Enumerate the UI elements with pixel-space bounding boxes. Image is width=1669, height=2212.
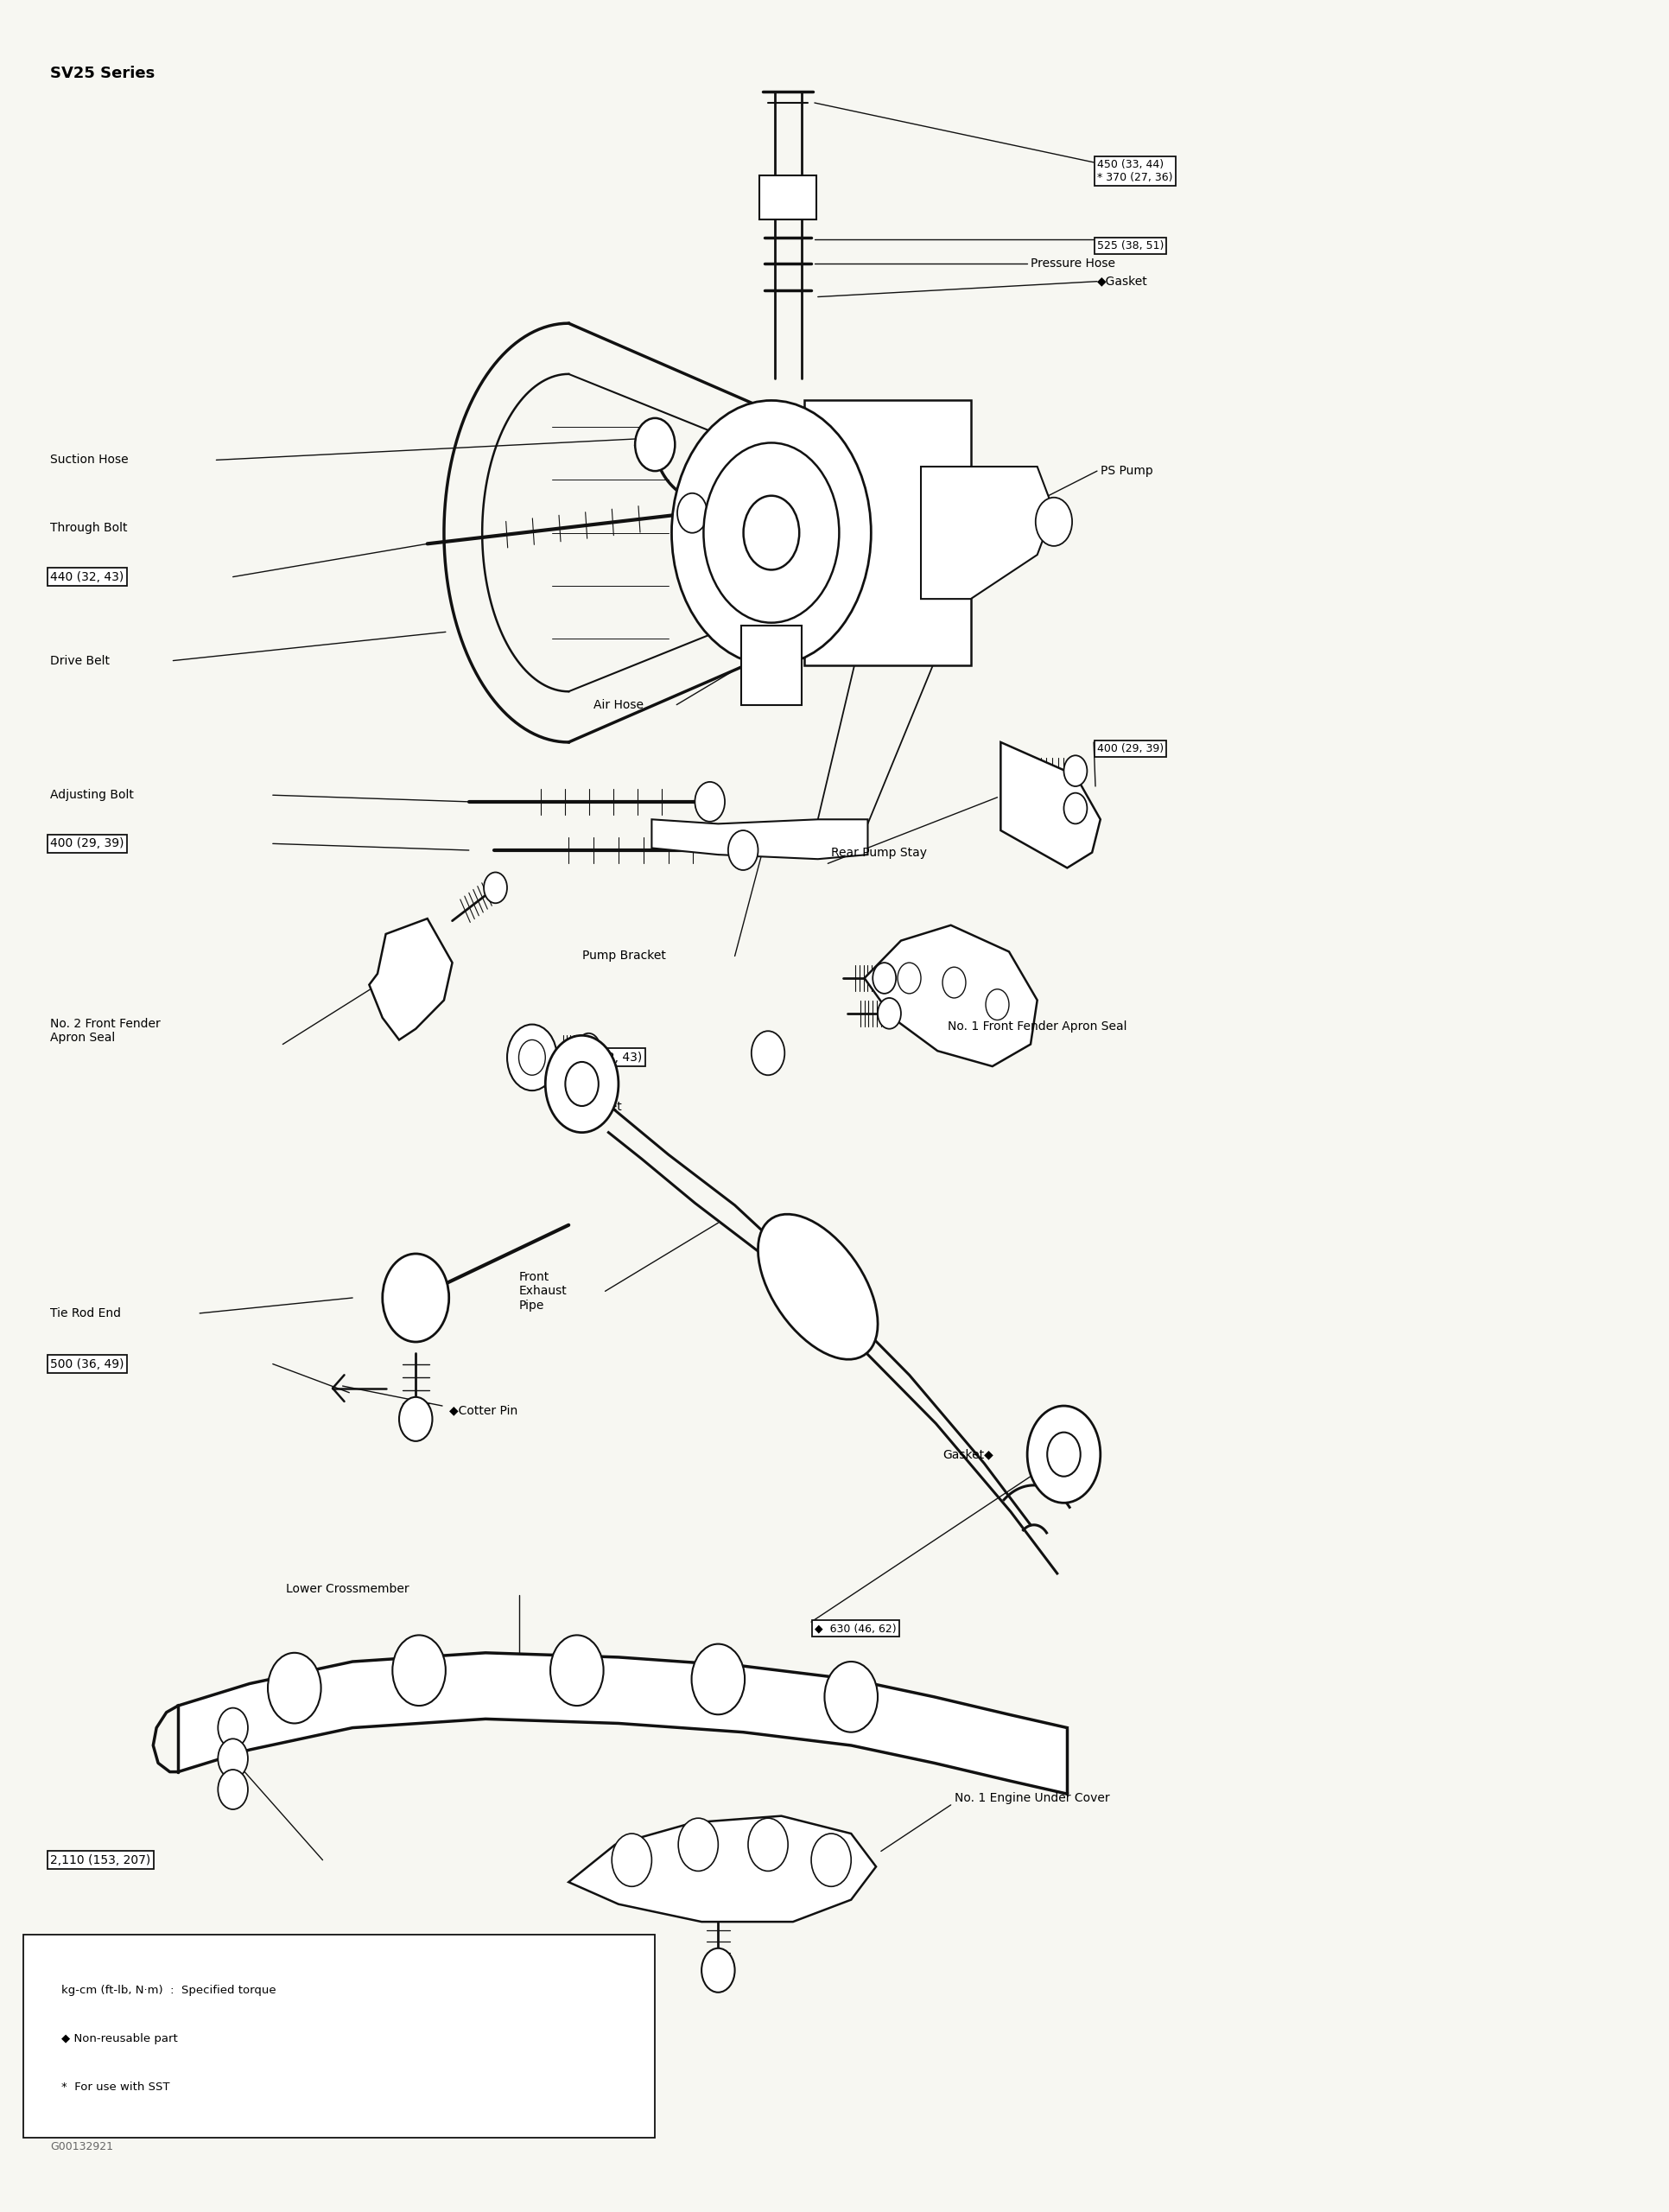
Polygon shape: [651, 818, 868, 858]
Circle shape: [551, 1635, 604, 1705]
Text: Through Bolt: Through Bolt: [50, 522, 127, 535]
Text: 525 (38, 51): 525 (38, 51): [1097, 241, 1163, 252]
FancyBboxPatch shape: [759, 175, 816, 219]
Circle shape: [943, 967, 966, 998]
Circle shape: [267, 1652, 320, 1723]
Circle shape: [878, 998, 901, 1029]
Polygon shape: [569, 1816, 876, 1922]
Polygon shape: [921, 467, 1053, 599]
Text: No. 2 Front Fender
Apron Seal: No. 2 Front Fender Apron Seal: [50, 1018, 160, 1044]
Circle shape: [701, 1949, 734, 1993]
Circle shape: [484, 872, 507, 902]
Circle shape: [694, 781, 724, 821]
Text: SV25 Series: SV25 Series: [50, 66, 155, 82]
Text: ◆Cotter Pin: ◆Cotter Pin: [449, 1405, 517, 1416]
Circle shape: [748, 1818, 788, 1871]
Circle shape: [219, 1708, 249, 1747]
Text: No. 1 Front Fender Apron Seal: No. 1 Front Fender Apron Seal: [948, 1020, 1127, 1033]
Circle shape: [399, 1398, 432, 1442]
Text: ◆ Non-reusable part: ◆ Non-reusable part: [62, 2033, 179, 2044]
Circle shape: [751, 1031, 784, 1075]
Circle shape: [1026, 1407, 1100, 1502]
Circle shape: [1035, 498, 1071, 546]
Circle shape: [743, 495, 799, 571]
Circle shape: [1063, 757, 1087, 785]
Circle shape: [219, 1739, 249, 1778]
Circle shape: [613, 1834, 651, 1887]
Circle shape: [811, 1834, 851, 1887]
Text: ◆Gasket: ◆Gasket: [1097, 274, 1148, 288]
Text: Gasket◆: Gasket◆: [943, 1449, 993, 1460]
FancyBboxPatch shape: [23, 1936, 654, 2137]
Circle shape: [519, 1040, 546, 1075]
Circle shape: [678, 1818, 718, 1871]
Text: 500 (36, 49): 500 (36, 49): [50, 1358, 124, 1369]
Text: G00132921: G00132921: [50, 2141, 113, 2152]
Circle shape: [507, 1024, 557, 1091]
Text: Rear Pump Stay: Rear Pump Stay: [831, 847, 926, 858]
Circle shape: [546, 1035, 619, 1133]
Circle shape: [219, 1770, 249, 1809]
Text: Tie Rod End: Tie Rod End: [50, 1307, 120, 1318]
Circle shape: [986, 989, 1010, 1020]
Text: No. 1 Engine Under Cover: No. 1 Engine Under Cover: [955, 1792, 1110, 1805]
Circle shape: [1046, 1433, 1080, 1475]
Text: 400 (29, 39): 400 (29, 39): [50, 838, 124, 849]
Circle shape: [566, 1062, 599, 1106]
Polygon shape: [804, 400, 971, 666]
Circle shape: [636, 418, 674, 471]
Circle shape: [704, 442, 840, 624]
Text: Lower Crossmember: Lower Crossmember: [285, 1584, 409, 1595]
Text: 450 (33, 44)
* 370 (27, 36): 450 (33, 44) * 370 (27, 36): [1097, 159, 1173, 184]
Text: PS Pump: PS Pump: [1100, 465, 1153, 478]
Text: Adjusting Bolt: Adjusting Bolt: [50, 790, 134, 801]
Text: 440 (32, 43): 440 (32, 43): [569, 1051, 643, 1064]
Polygon shape: [369, 918, 452, 1040]
Text: *  For use with SST: * For use with SST: [62, 2081, 170, 2093]
Text: Front
Exhaust
Pipe: Front Exhaust Pipe: [519, 1272, 567, 1312]
Circle shape: [392, 1635, 446, 1705]
Polygon shape: [865, 925, 1036, 1066]
Circle shape: [898, 962, 921, 993]
Text: Pump Bracket: Pump Bracket: [582, 949, 666, 962]
Text: kg-cm (ft-lb, N·m)  :  Specified torque: kg-cm (ft-lb, N·m) : Specified torque: [62, 1984, 277, 1995]
Text: Air Hose: Air Hose: [594, 699, 644, 710]
Circle shape: [824, 1661, 878, 1732]
Text: 400 (29, 39): 400 (29, 39): [1097, 743, 1163, 754]
Text: ◆  630 (46, 62): ◆ 630 (46, 62): [814, 1624, 896, 1635]
Ellipse shape: [758, 1214, 878, 1360]
Text: 2,110 (153, 207): 2,110 (153, 207): [50, 1854, 150, 1867]
Circle shape: [671, 400, 871, 666]
Polygon shape: [1001, 743, 1100, 867]
Circle shape: [678, 493, 708, 533]
Text: Pressure Hose: Pressure Hose: [1030, 259, 1115, 270]
Text: Suction Hose: Suction Hose: [50, 453, 129, 467]
Text: ◆Gasket: ◆Gasket: [572, 1099, 623, 1113]
Circle shape: [728, 830, 758, 869]
Circle shape: [1063, 792, 1087, 823]
Circle shape: [382, 1254, 449, 1343]
Circle shape: [577, 1033, 601, 1064]
Circle shape: [873, 962, 896, 993]
Text: Drive Belt: Drive Belt: [50, 655, 110, 666]
Text: 440 (32, 43): 440 (32, 43): [50, 571, 124, 584]
FancyBboxPatch shape: [741, 626, 801, 706]
Circle shape: [691, 1644, 744, 1714]
